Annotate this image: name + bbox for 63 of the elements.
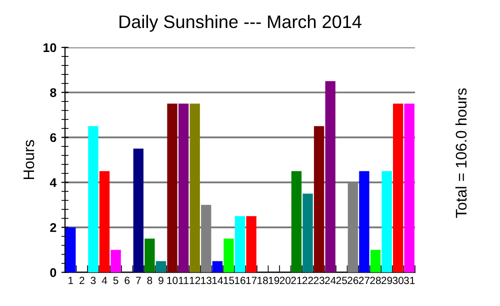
text: Total = 106.0 hours: [455, 88, 467, 218]
bar: [234, 216, 246, 272]
bar: [246, 216, 256, 272]
x-tick-label: 8: [147, 276, 152, 284]
x-tick-label: 25: [336, 276, 347, 284]
bar: [291, 171, 302, 272]
x-tick-label: 26: [348, 276, 358, 284]
x-tick-label: 24: [325, 276, 336, 284]
bar: [325, 81, 336, 272]
x-tick-label: 19: [268, 276, 280, 284]
bar: [167, 104, 178, 272]
bar: [224, 238, 234, 272]
bar: [212, 261, 222, 272]
bar: [144, 238, 155, 272]
bar: [392, 104, 404, 272]
x-tick-label: 11: [178, 276, 188, 284]
bar: [359, 171, 370, 272]
x-tick-label: 7: [136, 276, 141, 284]
bar: [382, 171, 392, 272]
bar: [88, 126, 98, 272]
bar: [190, 104, 200, 272]
x-tick-label: 28: [370, 276, 381, 284]
x-tick-label: 18: [258, 276, 268, 284]
x-tick-label: 29: [382, 276, 392, 284]
bar: [404, 104, 414, 272]
x-tick-label: 27: [358, 276, 370, 284]
bar: [314, 126, 324, 272]
bar: [156, 261, 166, 272]
bar: [370, 250, 381, 272]
bar: [178, 104, 189, 272]
x-tick-label: 21: [291, 276, 302, 284]
y-axis-title: Hours: [24, 140, 34, 180]
chart-title: Daily Sunshine --- March 2014: [120, 14, 362, 32]
x-tick-label: 5: [113, 276, 118, 284]
x-tick-label: 17: [246, 276, 257, 284]
x-tick-label: 3: [90, 276, 96, 284]
x-tick-label: 10: [167, 276, 178, 284]
x-tick-label: 9: [158, 276, 164, 284]
x-tick-label: 14: [212, 276, 223, 284]
x-tick-label: 30: [392, 276, 404, 284]
x-tick-label: 13: [201, 276, 212, 284]
y-tick-label: 10: [44, 43, 56, 52]
x-tick-label: 22: [302, 276, 314, 284]
x-tick-label: 31: [404, 276, 415, 284]
bar: [133, 148, 144, 272]
x-tick-label: 1: [68, 276, 74, 284]
x-tick-label: 16: [235, 276, 246, 284]
x-tick-label: 15: [224, 276, 234, 284]
x-tick-label: 6: [124, 276, 130, 284]
bar: [302, 194, 313, 272]
x-tick-label: 23: [314, 276, 324, 284]
y-tick-label: 6: [50, 133, 56, 142]
y-tick-label: 2: [50, 223, 56, 232]
bar: [110, 250, 121, 272]
bar: [66, 227, 76, 272]
bar: [99, 171, 110, 272]
x-tick-label: 12: [190, 276, 200, 284]
x-tick-label: 20: [280, 276, 291, 284]
x-tick-label: 2: [80, 276, 84, 284]
x-tick-label: 4: [102, 276, 108, 284]
y-tick-label: 0: [50, 268, 56, 277]
y-tick-label: 8: [50, 88, 56, 98]
y-tick-label: 4: [50, 178, 57, 187]
